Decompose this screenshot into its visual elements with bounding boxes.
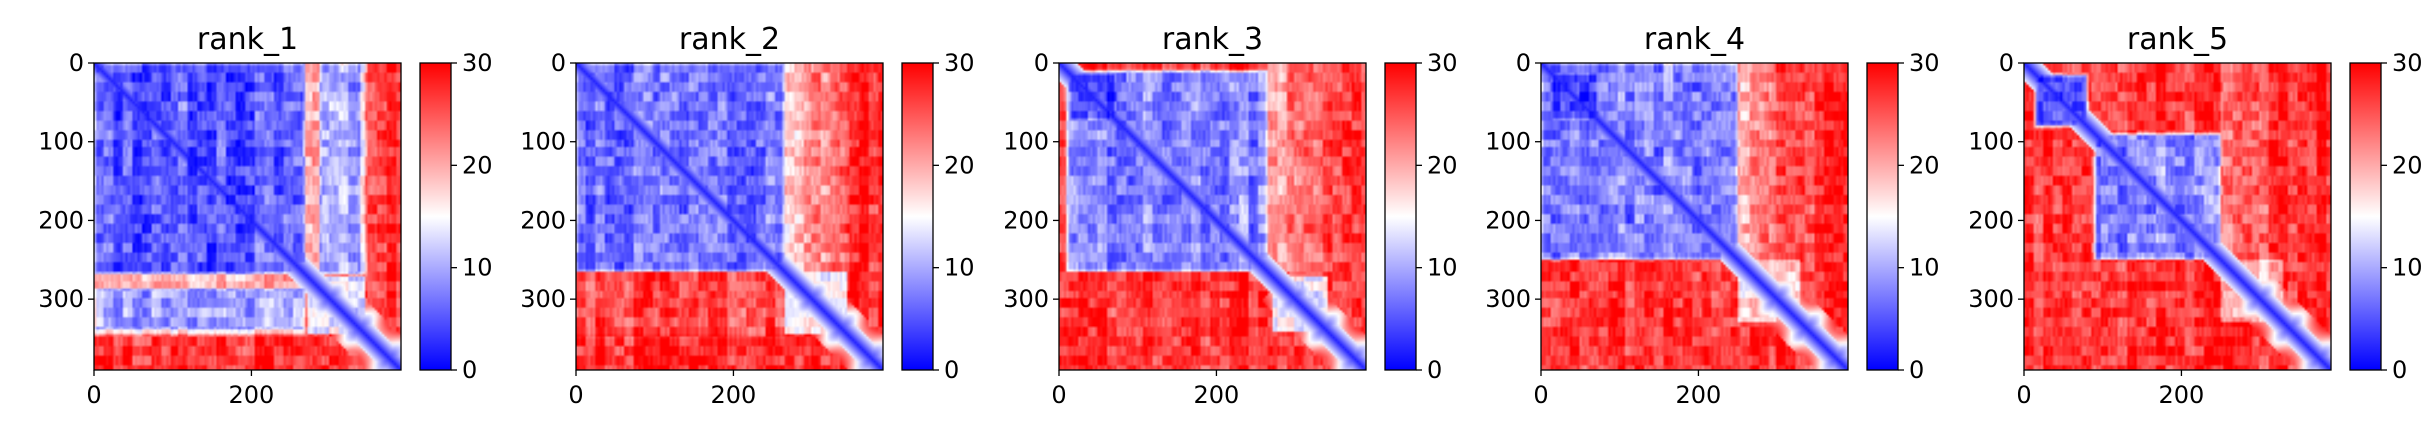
y-tick-label: 200 xyxy=(1968,206,2014,234)
colorbar-tick-label: 20 xyxy=(1427,151,1458,179)
colorbar-tick-label: 0 xyxy=(944,356,959,384)
plot-frame xyxy=(93,62,402,371)
heatmap-panel: rank_1 0 100 200 300 0 200 0 10 20 30 xyxy=(38,22,492,409)
colorbar xyxy=(419,62,452,371)
plot-frame xyxy=(575,62,884,371)
y-tick-label: 0 xyxy=(1034,49,1049,77)
y-tick-label: 100 xyxy=(38,128,84,156)
heatmap-image xyxy=(1541,63,1848,370)
colorbar-tick-label: 10 xyxy=(2392,254,2423,282)
y-tick-label: 200 xyxy=(1003,206,1049,234)
colorbar-tick-label: 30 xyxy=(2392,49,2423,77)
x-tick-label: 0 xyxy=(1051,381,1066,409)
colorbar-tick-label: 20 xyxy=(2392,151,2423,179)
heatmap-image xyxy=(576,63,883,370)
heatmap-image xyxy=(1059,63,1366,370)
y-tick-label: 100 xyxy=(1003,128,1049,156)
colorbar-tick-label: 20 xyxy=(944,151,975,179)
y-tick-label: 0 xyxy=(69,49,84,77)
colorbar-tick-label: 0 xyxy=(1909,356,1924,384)
y-tick-label: 200 xyxy=(1485,206,1531,234)
heatmap-panel: rank_4 0 100 200 300 0 200 0 10 20 30 xyxy=(1485,22,1939,409)
colorbar xyxy=(901,62,934,371)
y-tick-label: 100 xyxy=(1968,128,2014,156)
x-tick-label: 200 xyxy=(229,381,275,409)
panel-title: rank_2 xyxy=(679,22,780,57)
x-tick-label: 0 xyxy=(1533,381,1548,409)
y-tick-label: 100 xyxy=(1485,128,1531,156)
colorbar-tick-label: 10 xyxy=(1909,254,1940,282)
y-tick-label: 300 xyxy=(1968,285,2014,313)
x-tick-label: 200 xyxy=(711,381,757,409)
colorbar xyxy=(2349,62,2382,371)
plot-frame xyxy=(1540,62,1849,371)
colorbar-tick-label: 30 xyxy=(944,49,975,77)
colorbar xyxy=(1866,62,1899,371)
heatmap-panel: rank_2 0 100 200 300 0 200 0 10 20 30 xyxy=(520,22,974,409)
colorbar-tick-label: 0 xyxy=(462,356,477,384)
y-tick-label: 0 xyxy=(551,49,566,77)
plot-frame xyxy=(2023,62,2332,371)
x-tick-label: 0 xyxy=(2016,381,2031,409)
colorbar-tick-label: 20 xyxy=(1909,151,1940,179)
panel-title: rank_4 xyxy=(1644,22,1745,57)
colorbar-tick-label: 10 xyxy=(944,254,975,282)
x-tick-label: 200 xyxy=(1676,381,1722,409)
colorbar-tick-label: 30 xyxy=(1427,49,1458,77)
panel-title: rank_5 xyxy=(2127,22,2228,57)
panel-title: rank_3 xyxy=(1162,22,1263,57)
y-tick-label: 100 xyxy=(520,128,566,156)
heatmap-panel: rank_5 0 100 200 300 0 200 0 10 20 30 xyxy=(1968,22,2422,409)
colorbar-tick-label: 0 xyxy=(1427,356,1442,384)
colorbar-tick-label: 30 xyxy=(1909,49,1940,77)
x-tick-label: 200 xyxy=(1194,381,1240,409)
colorbar-tick-label: 10 xyxy=(462,254,493,282)
colorbar-tick-label: 10 xyxy=(1427,254,1458,282)
x-tick-label: 200 xyxy=(2159,381,2205,409)
colorbar-tick-label: 0 xyxy=(2392,356,2407,384)
x-tick-label: 0 xyxy=(568,381,583,409)
y-tick-label: 200 xyxy=(38,206,84,234)
heatmap-panel: rank_3 0 100 200 300 0 200 0 10 20 30 xyxy=(1003,22,1457,409)
y-tick-label: 0 xyxy=(1999,49,2014,77)
colorbar-tick-label: 30 xyxy=(462,49,493,77)
y-tick-label: 300 xyxy=(520,285,566,313)
y-tick-label: 200 xyxy=(520,206,566,234)
plot-frame xyxy=(1058,62,1367,371)
colorbar xyxy=(1384,62,1417,371)
y-tick-label: 0 xyxy=(1516,49,1531,77)
panel-title: rank_1 xyxy=(197,22,298,57)
heatmap-image xyxy=(2024,63,2331,370)
heatmap-image xyxy=(94,63,401,370)
colorbar-tick-label: 20 xyxy=(462,151,493,179)
y-tick-label: 300 xyxy=(1003,285,1049,313)
y-tick-label: 300 xyxy=(1485,285,1531,313)
x-tick-label: 0 xyxy=(86,381,101,409)
y-tick-label: 300 xyxy=(38,285,84,313)
